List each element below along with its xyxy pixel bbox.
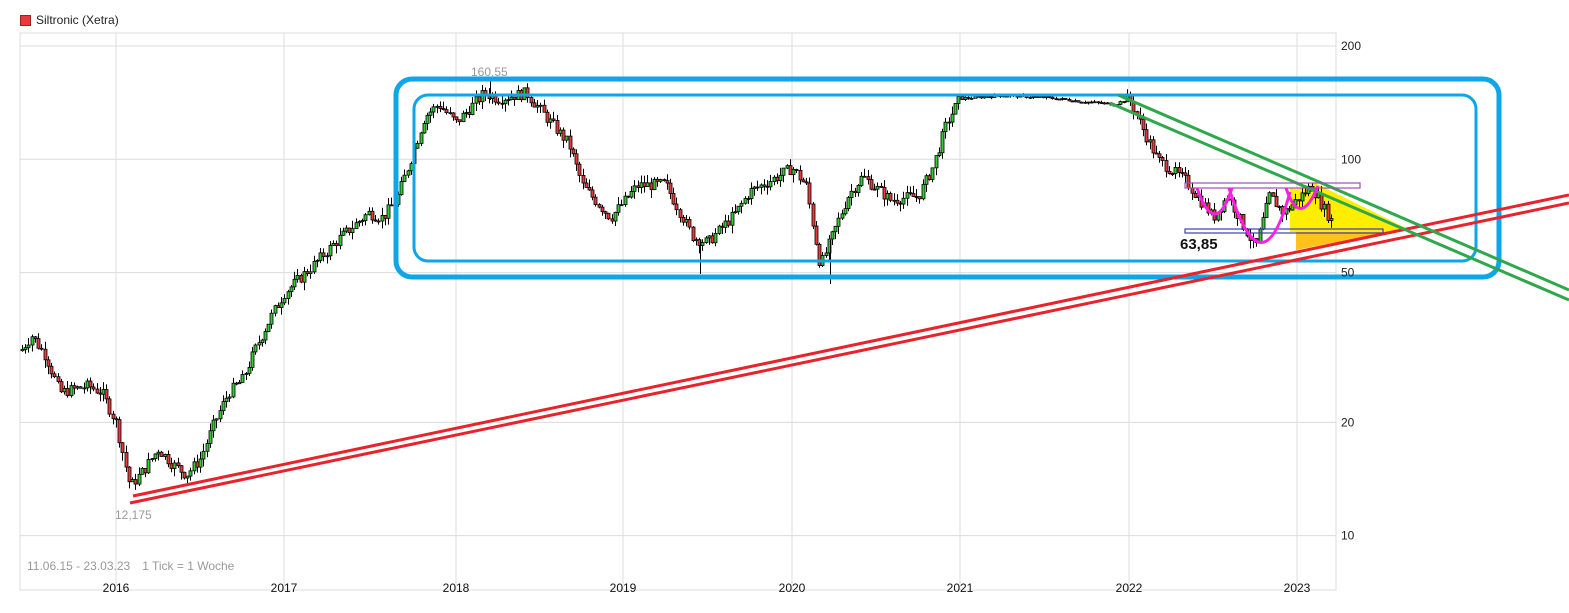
y-axis-label: 100 <box>1341 152 1361 166</box>
instrument-name: Siltronic (Xetra) <box>36 13 119 27</box>
low-price-label: 12,175 <box>115 508 152 522</box>
drawings <box>129 76 1569 505</box>
axis-labels: 200 100 50 20 10 2016 2017 2018 2019 2020 2021 2022… <box>103 39 1362 595</box>
legend-swatch-icon <box>20 14 31 26</box>
grid <box>19 32 1337 591</box>
date-range-label: 11.06.15 - 23.03.23 1 Tick = 1 Woche <box>27 559 235 573</box>
x-axis-label: 2019 <box>610 581 637 595</box>
x-axis-label: 2023 <box>1284 581 1311 595</box>
x-axis-label: 2022 <box>1116 581 1143 595</box>
y-axis-label: 200 <box>1341 39 1361 53</box>
outer-range-box <box>393 76 1502 280</box>
inner-range-box <box>412 93 1478 263</box>
candlesticks <box>20 80 1334 490</box>
y-axis-label: 20 <box>1341 415 1355 429</box>
x-axis-label: 2016 <box>103 581 130 595</box>
y-axis-label: 50 <box>1341 266 1355 280</box>
chart-legend: Siltronic (Xetra) <box>20 13 119 27</box>
x-axis-label: 2017 <box>271 581 298 595</box>
x-axis-label: 2018 <box>443 581 470 595</box>
x-axis-label: 2020 <box>779 581 806 595</box>
support-price-label: 63,85 <box>1180 236 1218 253</box>
x-axis-label: 2021 <box>947 581 974 595</box>
y-axis-label: 10 <box>1341 529 1355 543</box>
high-price-label: 160,55 <box>471 65 508 79</box>
